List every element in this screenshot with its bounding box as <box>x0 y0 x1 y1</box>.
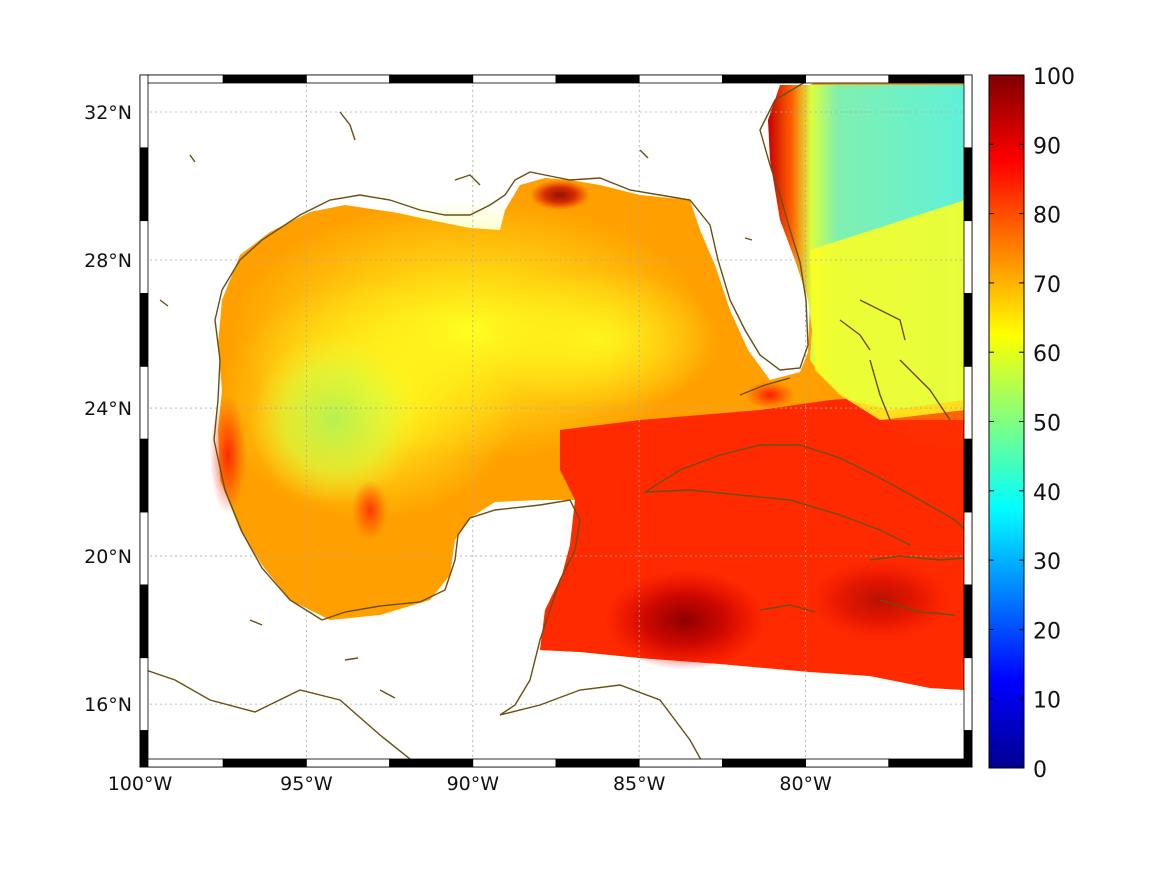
frame-segment <box>722 74 807 84</box>
colorbar-label: 90 <box>1033 134 1061 159</box>
colorbar-label: 0 <box>1033 758 1047 783</box>
lon-tick-label: 85°W <box>613 773 666 795</box>
frame-segment <box>888 758 973 768</box>
frame-segment <box>139 220 149 294</box>
frame-segment <box>222 74 307 84</box>
lat-tick-label: 16°N <box>84 694 132 716</box>
frame-segment <box>722 758 807 768</box>
frame-segment <box>963 657 973 731</box>
colorbar-ticks <box>989 74 1024 769</box>
colorbar-label: 50 <box>1033 412 1061 437</box>
frame-segment <box>389 758 474 768</box>
graticule <box>140 75 972 767</box>
frame-segment <box>963 293 973 367</box>
lon-tick-label: 95°W <box>280 773 333 795</box>
longitude-labels: 100°W 95°W 90°W 85°W 80°W <box>108 773 832 795</box>
frame-segment <box>222 758 307 768</box>
frame-segment <box>638 758 723 768</box>
frame-segment <box>555 758 640 768</box>
colorbar-label: 40 <box>1033 481 1061 506</box>
frame-segment <box>139 657 149 731</box>
colorbar-label: 20 <box>1033 619 1061 644</box>
frame-segment <box>139 74 224 84</box>
lat-tick-label: 28°N <box>84 250 132 272</box>
lat-tick-label: 20°N <box>84 546 132 568</box>
lon-tick-label: 90°W <box>447 773 500 795</box>
lon-tick-label: 80°W <box>779 773 832 795</box>
colorbar-label: 60 <box>1033 342 1061 367</box>
frame-segment <box>139 147 149 222</box>
colorbar-label: 10 <box>1033 689 1061 714</box>
latitude-labels: 32°N 28°N 24°N 20°N 16°N <box>84 102 132 716</box>
frame-segment <box>139 730 149 768</box>
frame-segment <box>139 293 149 367</box>
frame-segment <box>472 758 557 768</box>
frame-segment <box>963 365 973 440</box>
lat-tick-label: 24°N <box>84 398 132 420</box>
data-field <box>210 82 965 690</box>
frame-segment <box>805 758 890 768</box>
frame-segment <box>963 730 973 768</box>
frame-segment <box>963 220 973 294</box>
frame-segment <box>389 74 474 84</box>
map-frame <box>139 74 973 768</box>
colorbar-label: 100 <box>1033 65 1075 90</box>
coastlines <box>140 76 966 767</box>
frame-segment <box>555 74 640 84</box>
frame-segment <box>888 74 973 84</box>
frame-segment <box>139 365 149 440</box>
frame-segment <box>963 584 973 659</box>
colorbar-gradient <box>988 74 1025 769</box>
frame-segment <box>963 74 973 149</box>
frame-segment <box>139 511 149 586</box>
frame-segment <box>963 511 973 586</box>
frame-segment <box>963 147 973 222</box>
frame-segment <box>963 438 973 513</box>
frame-segment <box>472 74 557 84</box>
frame-segment <box>805 74 890 84</box>
frame-segment <box>139 74 149 149</box>
frame-segment <box>638 74 723 84</box>
frame-segment <box>139 438 149 513</box>
lat-tick-label: 32°N <box>84 102 132 124</box>
colorbar-label: 30 <box>1033 550 1061 575</box>
lon-tick-label: 100°W <box>108 773 173 795</box>
frame-segment <box>305 758 390 768</box>
frame-segment <box>305 74 390 84</box>
frame-segment <box>139 758 224 768</box>
frame-segment <box>139 584 149 659</box>
colorbar-label: 70 <box>1033 273 1061 298</box>
colorbar-label: 80 <box>1033 204 1061 229</box>
